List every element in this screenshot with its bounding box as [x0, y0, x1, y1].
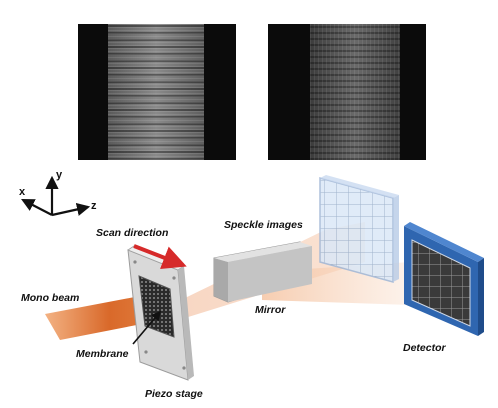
mirror-label: Mirror [255, 304, 286, 316]
detector [404, 222, 484, 336]
z-axis-arrow [51, 202, 91, 217]
mirror [213, 241, 312, 303]
speckle-image-left [78, 24, 236, 160]
y-axis-label: y [56, 169, 63, 181]
speckle-pattern-right [310, 24, 400, 160]
speckle-image-right [268, 24, 426, 160]
membrane-pointer-arrow [132, 310, 162, 345]
detector-label: Detector [403, 342, 447, 354]
scan-direction-arrow [133, 244, 187, 269]
mono-beam [45, 296, 152, 340]
coordinate-axes: y x z [19, 169, 97, 217]
membrane-label: Membrane [76, 348, 129, 360]
piezo-stage [127, 245, 194, 381]
membrane-sample [138, 275, 175, 338]
piezo-stage-label: Piezo stage [145, 388, 203, 400]
scan-direction-label: Scan direction [96, 227, 168, 239]
z-axis-label: z [91, 200, 97, 212]
speckle-images-label: Speckle images [224, 219, 303, 231]
x-axis-label: x [19, 186, 26, 198]
speckle-pattern-left [108, 24, 204, 160]
x-axis-arrow [21, 198, 53, 216]
speckle-screen [319, 175, 399, 283]
mono-beam-label: Mono beam [21, 292, 79, 304]
